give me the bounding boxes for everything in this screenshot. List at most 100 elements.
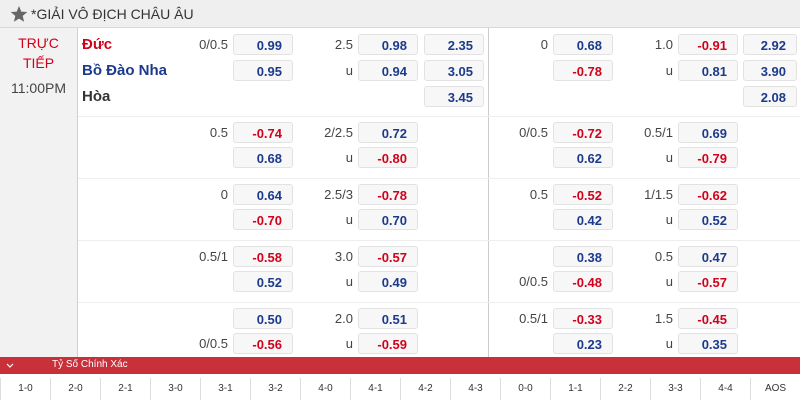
odds-value[interactable]: 0.50	[233, 308, 293, 329]
odds-value[interactable]: -0.80	[358, 147, 418, 168]
league-title: *GIẢI VÔ ĐỊCH CHÂU ÂU	[31, 6, 194, 22]
score-option[interactable]: 2-0	[50, 378, 100, 400]
odds-value[interactable]: -0.57	[678, 271, 738, 292]
odds-value[interactable]: -0.57	[358, 246, 418, 267]
odds-value[interactable]: 0.49	[358, 271, 418, 292]
row-separator	[78, 240, 800, 241]
odds-value[interactable]: 3.90	[743, 60, 797, 81]
odds-line: 0/0.5	[519, 125, 548, 140]
odds-line: 1/1.5	[644, 187, 673, 202]
row-separator	[78, 178, 800, 179]
odds-value[interactable]: -0.62	[678, 184, 738, 205]
odds-line: u	[345, 336, 353, 351]
odds-value[interactable]: -0.74	[233, 122, 293, 143]
score-option[interactable]: 0-0	[500, 378, 550, 400]
odds-value[interactable]: -0.58	[233, 246, 293, 267]
odds-line: u	[665, 63, 673, 78]
odds-value[interactable]: -0.33	[553, 308, 613, 329]
odds-line: 0	[540, 37, 548, 52]
score-option[interactable]: 4-4	[700, 378, 750, 400]
odds-line: u	[345, 150, 353, 165]
score-option[interactable]: 3-2	[250, 378, 300, 400]
odds-value[interactable]: 0.64	[233, 184, 293, 205]
odds-line: 1.5	[654, 311, 673, 326]
odds-line: 0.5/1	[199, 249, 228, 264]
odds-value[interactable]: -0.48	[553, 271, 613, 292]
section-bar[interactable]: Tỷ Số Chính Xác	[0, 357, 800, 374]
kickoff-time: 11:00PM	[11, 80, 66, 96]
odds-line: 0.5/1	[519, 311, 548, 326]
odds-value[interactable]: -0.45	[678, 308, 738, 329]
odds-value[interactable]: -0.78	[553, 60, 613, 81]
odds-value[interactable]: -0.59	[358, 333, 418, 354]
score-option[interactable]: 3-1	[200, 378, 250, 400]
odds-line: 0.5	[654, 249, 673, 264]
odds-line: 0/0.5	[199, 336, 228, 351]
header-bar: *GIẢI VÔ ĐỊCH CHÂU ÂU	[0, 0, 800, 28]
odds-line: u	[665, 150, 673, 165]
odds-line: 0.5	[209, 125, 228, 140]
odds-line: 2/2.5	[324, 125, 353, 140]
odds-line: u	[665, 212, 673, 227]
score-option[interactable]: AOS	[750, 378, 800, 400]
odds-value[interactable]: -0.79	[678, 147, 738, 168]
odds-value[interactable]: 0.68	[233, 147, 293, 168]
odds-value[interactable]: 0.51	[358, 308, 418, 329]
odds-line: 2.0	[334, 311, 353, 326]
odds-value[interactable]: 0.81	[678, 60, 738, 81]
odds-value[interactable]: 2.08	[743, 86, 797, 107]
section-title: Tỷ Số Chính Xác	[52, 359, 128, 370]
odds-value[interactable]: 0.68	[553, 34, 613, 55]
odds-value[interactable]: -0.91	[678, 34, 738, 55]
odds-value[interactable]: -0.72	[553, 122, 613, 143]
odds-value[interactable]: 0.38	[553, 246, 613, 267]
score-option[interactable]: 3-3	[650, 378, 700, 400]
odds-value[interactable]: 0.42	[553, 209, 613, 230]
score-option[interactable]: 1-0	[0, 378, 50, 400]
odds-value[interactable]: -0.78	[358, 184, 418, 205]
score-option[interactable]: 4-1	[350, 378, 400, 400]
odds-line: 3.0	[334, 249, 353, 264]
score-option[interactable]: 4-2	[400, 378, 450, 400]
score-option[interactable]: 4-0	[300, 378, 350, 400]
odds-value[interactable]: -0.56	[233, 333, 293, 354]
score-option[interactable]: 4-3	[450, 378, 500, 400]
odds-line: 0.5	[529, 187, 548, 202]
odds-value[interactable]: 0.62	[553, 147, 613, 168]
odds-line: 2.5/3	[324, 187, 353, 202]
odds-value[interactable]: 0.35	[678, 333, 738, 354]
odds-value[interactable]: 3.05	[424, 60, 484, 81]
score-option[interactable]: 1-1	[550, 378, 600, 400]
star-icon[interactable]	[10, 5, 28, 23]
odds-line: 2.5	[334, 37, 353, 52]
odds-line: u	[345, 274, 353, 289]
odds-value[interactable]: 0.23	[553, 333, 613, 354]
odds-line: u	[665, 274, 673, 289]
odds-value[interactable]: 0.52	[233, 271, 293, 292]
odds-line: 0	[220, 187, 228, 202]
odds-value[interactable]: 2.92	[743, 34, 797, 55]
odds-value[interactable]: 0.94	[358, 60, 418, 81]
odds-value[interactable]: 3.45	[424, 86, 484, 107]
odds-value[interactable]: 0.52	[678, 209, 738, 230]
odds-line: 0/0.5	[199, 37, 228, 52]
team-name: Bồ Đào Nha	[82, 62, 168, 79]
odds-line: 1.0	[654, 37, 673, 52]
odds-value[interactable]: 0.99	[233, 34, 293, 55]
odds-value[interactable]: -0.52	[553, 184, 613, 205]
score-option[interactable]: 2-2	[600, 378, 650, 400]
odds-value[interactable]: 0.69	[678, 122, 738, 143]
odds-value[interactable]: 0.72	[358, 122, 418, 143]
odds-value[interactable]: 2.35	[424, 34, 484, 55]
odds-value[interactable]: -0.70	[233, 209, 293, 230]
odds-value[interactable]: 0.95	[233, 60, 293, 81]
odds-line: 0/0.5	[519, 274, 548, 289]
odds-value[interactable]: 0.98	[358, 34, 418, 55]
score-option[interactable]: 3-0	[150, 378, 200, 400]
odds-value[interactable]: 0.47	[678, 246, 738, 267]
row-separator	[78, 116, 800, 117]
odds-value[interactable]: 0.70	[358, 209, 418, 230]
status: TIẾP	[22, 55, 55, 71]
score-option[interactable]: 2-1	[100, 378, 150, 400]
